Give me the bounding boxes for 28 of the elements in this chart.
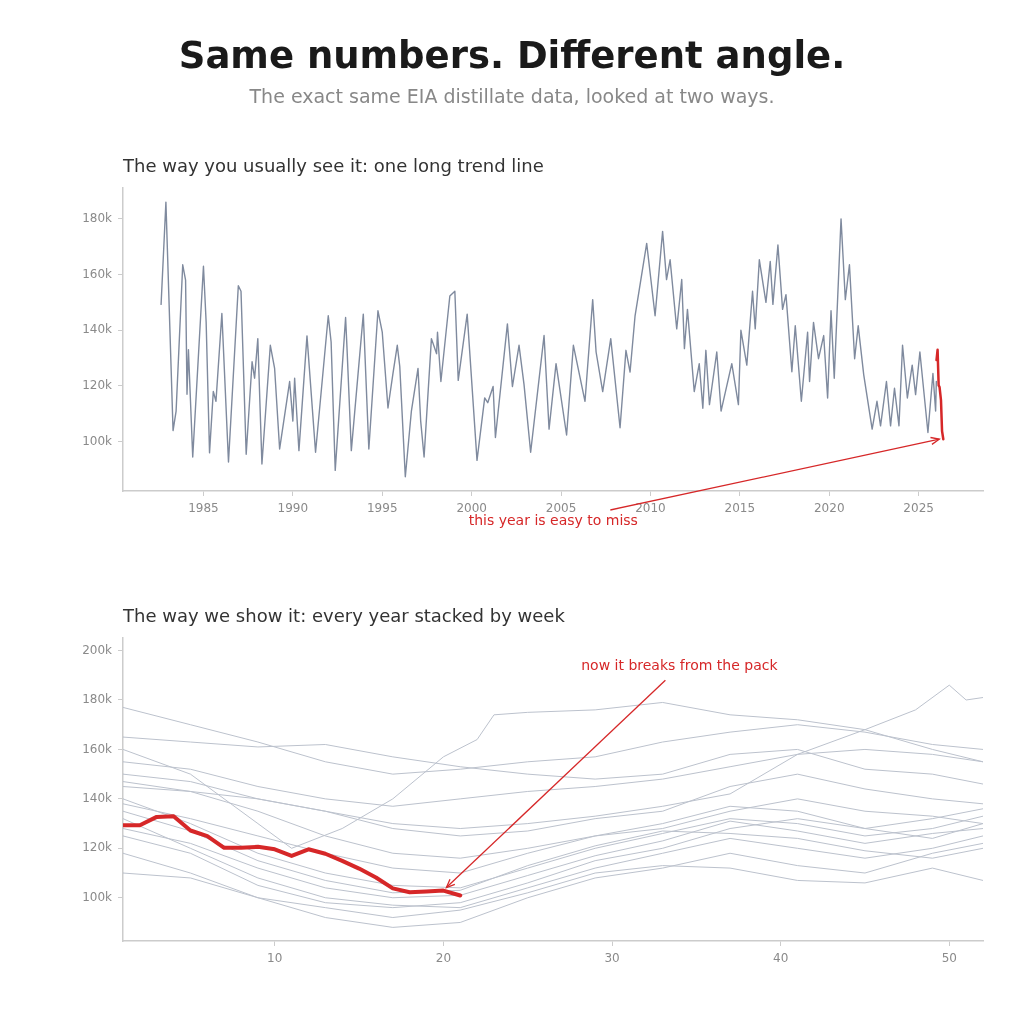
y-tick-label: 160k [82, 266, 113, 281]
text: Same numbers. Different angle. [177, 34, 847, 77]
y-tick-label: 120k [82, 378, 113, 393]
text: The exact same EIA distillate data, looked at two ways. [248, 85, 776, 107]
y-tick-label: 200k [82, 642, 113, 657]
y-tick-label: 120k [82, 840, 113, 855]
chart-title: The way we show it: every year stacked by week [123, 605, 565, 626]
x-tick-label: 10 [267, 951, 283, 966]
y-tick-label: 140k [82, 322, 113, 337]
x-tick-label: 50 [941, 951, 957, 966]
x-tick-label: 2025 [903, 501, 934, 516]
y-tick-label: 180k [82, 210, 113, 225]
x-tick-label: 2020 [813, 501, 845, 516]
annotation: now it breaks from the pack [581, 656, 779, 673]
x-tick-label: 1990 [277, 501, 309, 516]
x-tick-label: 40 [773, 951, 789, 966]
y-tick-label: 160k [82, 741, 113, 756]
chart-title: The way you usually see it: one long trend line [123, 155, 544, 176]
y-tick-label: 180k [82, 692, 113, 707]
x-tick-label: 2010 [635, 501, 666, 516]
x-tick-label: 30 [604, 951, 620, 966]
x-tick-label: 20 [435, 951, 452, 966]
x-tick-label: 2015 [724, 501, 756, 516]
x-tick-label: 1995 [366, 501, 398, 516]
y-tick-label: 100k [82, 433, 113, 448]
y-tick-label: 100k [82, 889, 113, 904]
y-tick-label: 140k [82, 790, 113, 805]
x-tick-label: 1985 [188, 501, 219, 516]
